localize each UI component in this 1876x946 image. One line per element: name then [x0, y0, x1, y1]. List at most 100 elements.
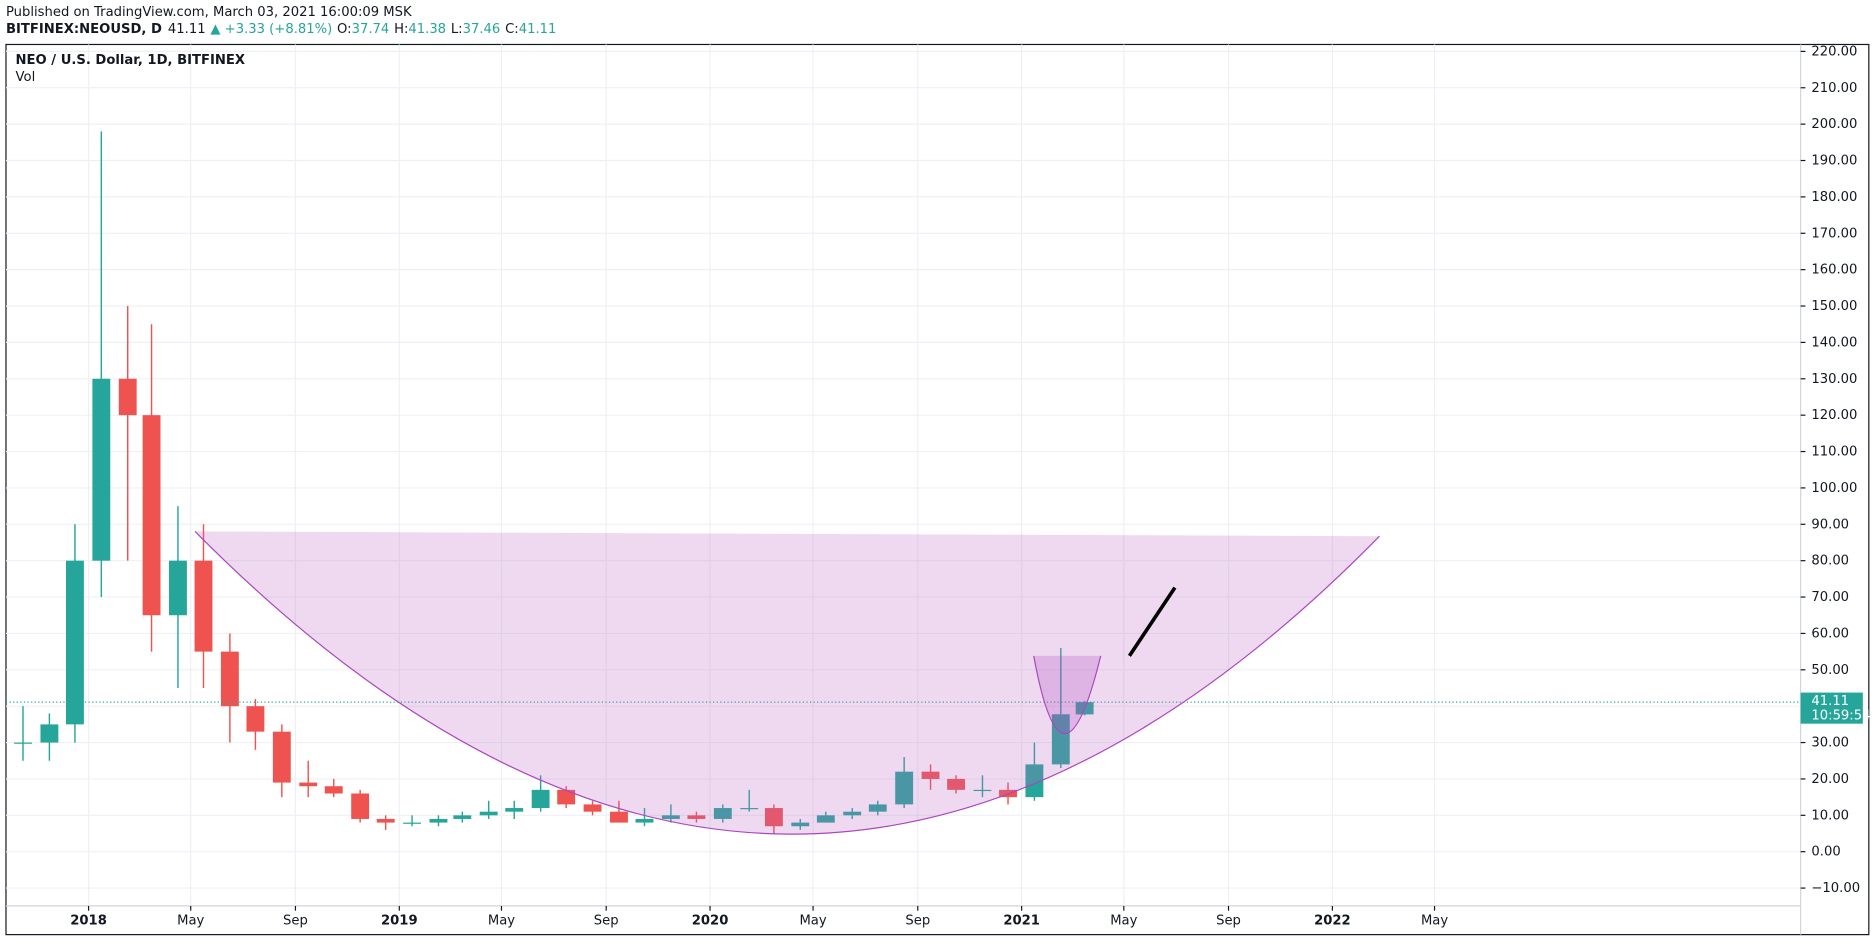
symbol-line: BITFINEX:NEOUSD, D 41.11 ▲ +3.33 (+8.81%) O… — [6, 22, 556, 37]
y-tick-label: 20.00 — [1811, 772, 1849, 787]
candle-body — [531, 789, 550, 809]
candle-body — [764, 808, 783, 827]
candle-body — [272, 731, 291, 783]
axes: −10.000.0010.0020.0030.0040.0050.0060.00… — [70, 44, 1870, 928]
chart-title: NEO / U.S. Dollar, 1D, BITFINEX — [16, 53, 245, 68]
candle-body — [661, 815, 680, 819]
high-label: H: — [394, 22, 408, 37]
candle-body — [895, 771, 914, 805]
y-tick-label: 140.00 — [1811, 335, 1857, 350]
candle-body — [92, 378, 111, 561]
y-tick-label: 110.00 — [1811, 445, 1857, 460]
close-value: 41.11 — [519, 22, 557, 37]
handle-area — [1033, 655, 1101, 734]
frame — [5, 43, 1870, 936]
candle-body — [169, 560, 187, 616]
candle-body — [403, 822, 422, 824]
x-tick-label: 2018 — [70, 913, 107, 928]
y-tick-label: 160.00 — [1811, 263, 1857, 278]
breakout-arrow — [1127, 586, 1177, 657]
candle-body — [610, 811, 628, 823]
candle-body — [142, 415, 161, 616]
y-tick-label: 210.00 — [1811, 81, 1857, 96]
drawings — [194, 530, 1380, 835]
symbol: BITFINEX:NEOUSD, D — [6, 22, 162, 37]
candle-body — [505, 808, 524, 812]
candle-body — [479, 811, 498, 816]
candle-body — [583, 804, 602, 812]
y-tick-label: 30.00 — [1811, 736, 1849, 751]
x-tick-label: 2022 — [1314, 913, 1351, 928]
handle-curve — [1033, 655, 1102, 735]
grid — [5, 44, 1801, 906]
candle-body — [921, 771, 940, 779]
candle-body — [687, 815, 706, 819]
candle-body — [299, 782, 318, 787]
x-tick-label: Sep — [594, 913, 619, 928]
close-label: C: — [505, 22, 519, 37]
candle-body — [351, 793, 370, 819]
candle-body — [453, 815, 472, 819]
candle-body — [14, 742, 32, 744]
candle-body — [1051, 714, 1070, 765]
indicator-label: Vol — [16, 70, 36, 85]
last-price-box — [1800, 692, 1863, 724]
countdown: 10:59:54 — [1811, 708, 1870, 723]
candle-body — [816, 815, 835, 823]
y-tick-label: 10.00 — [1811, 808, 1849, 823]
last-price-label: 41.11 — [1811, 694, 1849, 709]
candle-body — [973, 789, 992, 792]
candle-body — [118, 378, 137, 416]
y-tick-label: 100.00 — [1811, 481, 1857, 496]
x-tick-label: Sep — [283, 913, 308, 928]
low-value: 37.46 — [463, 22, 501, 37]
high-value: 41.38 — [408, 22, 446, 37]
y-tick-label: 120.00 — [1811, 408, 1857, 423]
candle-body — [246, 706, 265, 732]
y-tick-label: −10.00 — [1811, 881, 1860, 896]
cup-curve — [194, 530, 1380, 835]
y-tick-label: 130.00 — [1811, 372, 1857, 387]
candle-body — [1025, 764, 1044, 798]
y-tick-label: 220.00 — [1811, 44, 1857, 59]
x-tick-label: May — [1421, 913, 1448, 928]
published-note: Published on TradingView.com, March 03, … — [6, 5, 412, 20]
candle-body — [40, 724, 59, 743]
last-price: 41.11 — [168, 22, 206, 37]
y-tick-label: 170.00 — [1811, 226, 1857, 241]
y-tick-label: 70.00 — [1811, 590, 1849, 605]
x-tick-label: May — [488, 913, 515, 928]
candle-body — [66, 560, 84, 725]
x-tick-label: Sep — [905, 913, 930, 928]
candle-body — [843, 811, 862, 816]
candle-body — [740, 808, 759, 810]
x-tick-label: May — [177, 913, 204, 928]
change: ▲ +3.33 (+8.81%) — [210, 22, 332, 37]
candle-body — [557, 789, 576, 805]
x-tick-label: 2019 — [381, 913, 418, 928]
y-tick-label: 60.00 — [1811, 626, 1849, 641]
open-label: O: — [337, 22, 352, 37]
y-tick-label: 90.00 — [1811, 517, 1849, 532]
x-tick-label: May — [1110, 913, 1137, 928]
x-tick-label: 2020 — [692, 913, 729, 928]
y-tick-label: 180.00 — [1811, 190, 1857, 205]
y-tick-label: 0.00 — [1811, 845, 1840, 860]
y-tick-label: 200.00 — [1811, 117, 1857, 132]
candle-body — [868, 804, 887, 812]
y-tick-label: 50.00 — [1811, 663, 1849, 678]
candle-body — [791, 822, 810, 827]
candle-body — [635, 818, 654, 823]
candle-body — [324, 786, 343, 794]
y-tick-label: 190.00 — [1811, 154, 1857, 169]
x-tick-label: 2021 — [1003, 913, 1040, 928]
open-value: 37.74 — [352, 22, 390, 37]
candle-body — [194, 560, 213, 652]
x-tick-label: May — [799, 913, 826, 928]
candle-body — [713, 808, 732, 819]
candle-body — [220, 651, 239, 707]
y-tick-label: 150.00 — [1811, 299, 1857, 314]
candle-body — [429, 818, 448, 823]
